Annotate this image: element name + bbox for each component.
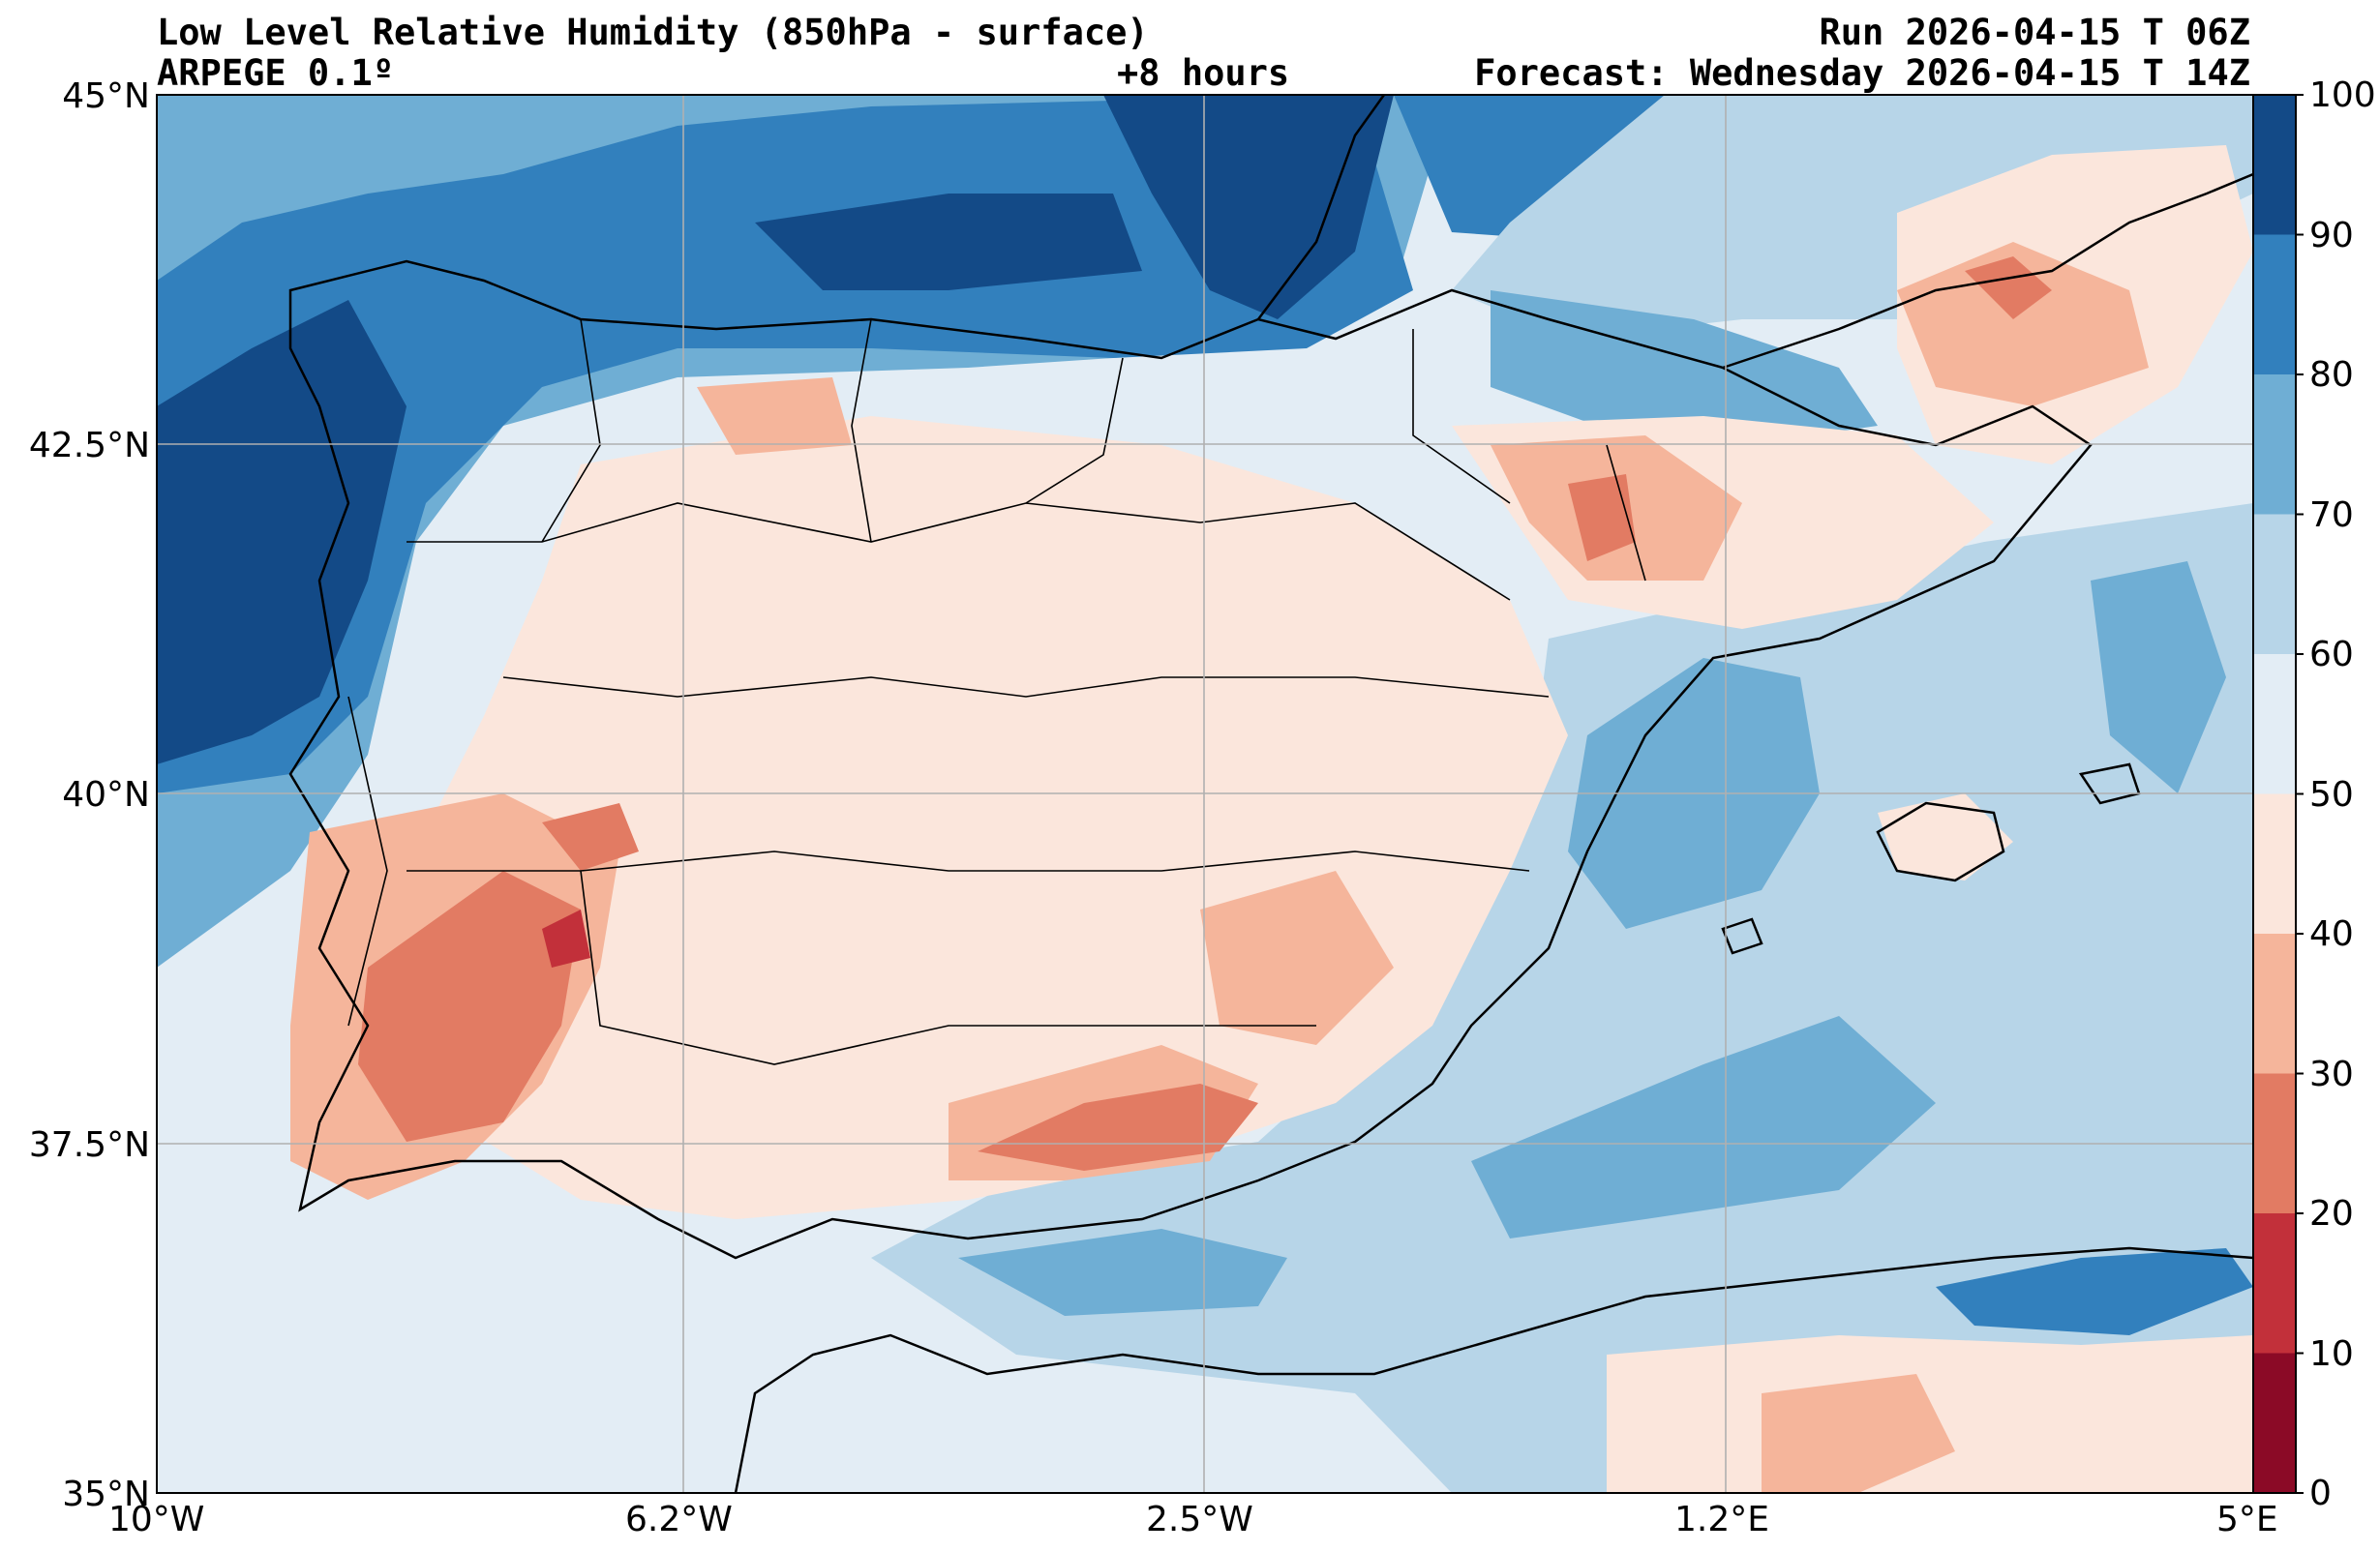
colorbar-label: 60 <box>2309 635 2354 674</box>
colorbar-label: 90 <box>2309 215 2354 255</box>
lat-tick-35: 35°N <box>62 1475 150 1514</box>
lead-time-label: +8 hours <box>1117 52 1290 94</box>
model-subtitle: ARPEGE 0.1º <box>157 52 395 94</box>
alboran-channel <box>958 1229 1287 1316</box>
lat-tick-37-5: 37.5°N <box>28 1125 150 1165</box>
lat-tick-40: 40°N <box>62 775 150 815</box>
colorbar-label: 70 <box>2309 494 2354 535</box>
colorbar-segment <box>2253 1353 2296 1493</box>
guadiana-very-dry <box>358 871 581 1142</box>
colorbar-label: 10 <box>2309 1333 2354 1374</box>
tagus-very-dry <box>542 803 639 871</box>
colorbar-label: 100 <box>2309 75 2376 115</box>
forecast-time-label: Forecast: Wednesday 2026-04-15 T 14Z <box>1474 52 2250 94</box>
mallorca-coast <box>1876 801 2005 882</box>
africa-coastline <box>734 1246 2253 1493</box>
catalonia-drier <box>1897 242 2149 406</box>
colorbar-segment <box>2253 95 2296 235</box>
colorbar-segment <box>2253 1073 2296 1213</box>
north-africa-drier <box>1762 1374 1955 1493</box>
colorbar-segment <box>2253 654 2296 794</box>
graticule <box>157 95 2253 1493</box>
colorbar-label: 50 <box>2309 774 2354 815</box>
la-mancha-drier <box>1200 871 1394 1045</box>
alboran-humid <box>1471 1016 1936 1239</box>
catalonia-very-dry <box>1965 256 2052 319</box>
colorbar-label: 80 <box>2309 355 2354 395</box>
algeria-humid <box>1936 1248 2253 1335</box>
biscay-band <box>755 194 1142 290</box>
extremadura-driest <box>542 910 590 968</box>
colorbar-label: 20 <box>2309 1194 2354 1234</box>
betic-very-dry <box>978 1084 1258 1171</box>
colorbar-label: 30 <box>2309 1054 2354 1094</box>
galicia-saturated <box>157 300 407 764</box>
internal-borders <box>347 318 1646 1065</box>
lon-tick-1-2e: 1.2°E <box>1674 1500 1769 1539</box>
castilla-dry-patch <box>697 377 852 455</box>
colorbar-segment <box>2253 234 2296 374</box>
lon-tick-10w: 10°W <box>108 1500 205 1539</box>
lat-tick-42-5: 42.5°N <box>28 426 150 465</box>
colorbar-segment <box>2253 514 2296 654</box>
ibiza-coast <box>1721 917 1763 955</box>
biscay-saturated <box>1103 95 1394 319</box>
lon-tick-5e: 5°E <box>2216 1500 2278 1539</box>
colorbar-segment <box>2253 934 2296 1074</box>
iberia-coastline <box>288 259 2093 1260</box>
colorbar-segment <box>2253 793 2296 934</box>
mallorca-dry <box>1878 793 2013 880</box>
colorbar-label: 40 <box>2309 914 2354 954</box>
colorbar <box>2252 94 2304 1494</box>
map-title: Low Level Relative Humidity (850hPa - su… <box>157 12 1149 53</box>
ebro-very-dry <box>1568 474 1636 561</box>
lon-tick-2-5w: 2.5°W <box>1146 1500 1253 1539</box>
france-coastline <box>1257 95 2253 370</box>
lon-tick-6-2w: 6.2°W <box>625 1500 733 1539</box>
coastlines-and-borders <box>288 95 2253 1493</box>
run-label: Run 2026-04-15 T 06Z <box>1819 12 2250 53</box>
lat-tick-45: 45°N <box>62 76 150 116</box>
colorbar-segment <box>2253 374 2296 515</box>
colorbar-label: 0 <box>2309 1474 2332 1513</box>
gulf-lion-humid <box>2091 561 2226 793</box>
colorbar-segment <box>2253 1213 2296 1354</box>
